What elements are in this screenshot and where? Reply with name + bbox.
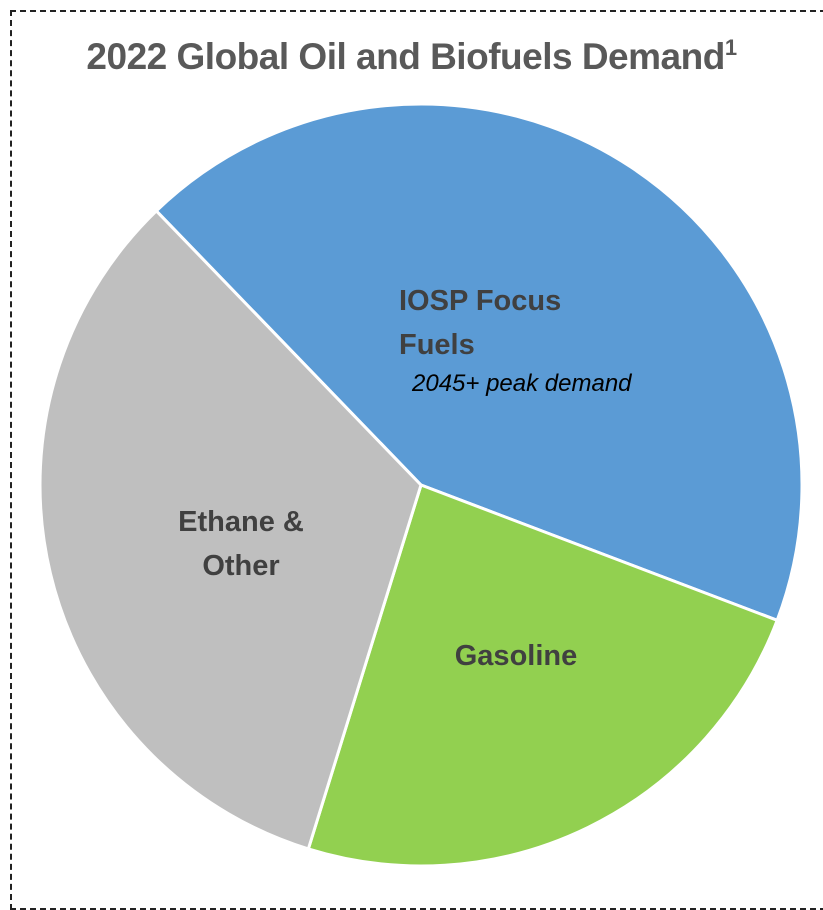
chart-title: 2022 Global Oil and Biofuels Demand1 bbox=[0, 36, 823, 78]
pie-labels: IOSP Focus Fuels 2045+ peak demand Gasoline… bbox=[178, 285, 632, 672]
slice-label-2: Ethane & Other bbox=[178, 506, 304, 582]
slice-note-0: 2045+ peak demand bbox=[411, 370, 632, 397]
pie-slices bbox=[38, 102, 804, 868]
pie-slice-1 bbox=[306, 483, 779, 868]
pie-chart: IOSP Focus Fuels 2045+ peak demand Gasoline… bbox=[38, 102, 804, 868]
chart-title-text: 2022 Global Oil and Biofuels Demand bbox=[86, 36, 725, 77]
title-footnote-marker: 1 bbox=[724, 35, 737, 60]
slice-label-0: IOSP Focus Fuels bbox=[399, 285, 561, 361]
slice-label-1: Gasoline bbox=[455, 640, 578, 672]
pie-slice-2 bbox=[38, 209, 423, 851]
pie-slice-0 bbox=[154, 102, 804, 622]
